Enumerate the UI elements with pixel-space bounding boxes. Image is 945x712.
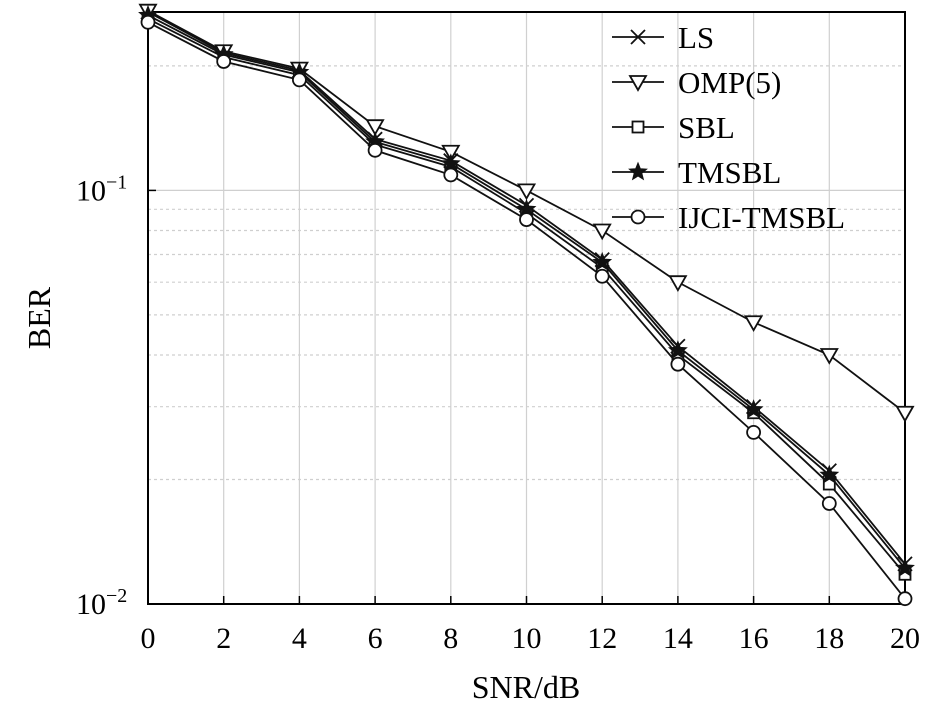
series-ijci-tmsbl: [140, 14, 913, 607]
x-tick-label: 4: [292, 622, 307, 655]
x-tick-label: 12: [587, 622, 617, 655]
data-point-ijci-tmsbl: [519, 212, 534, 228]
data-point-ijci-tmsbl: [897, 591, 913, 607]
legend-marker: [628, 75, 648, 92]
legend-label: LS: [678, 20, 714, 55]
legend-marker: [628, 161, 648, 181]
x-tick-label: 8: [443, 622, 458, 655]
data-point-tmsbl: [743, 399, 764, 419]
x-tick-label: 18: [814, 622, 844, 655]
data-point-ijci-tmsbl: [216, 54, 232, 69]
legend-label: IJCI-TMSBL: [678, 200, 845, 235]
x-tick-label: 20: [890, 622, 920, 655]
data-point-tmsbl: [667, 340, 688, 359]
data-point-omp-5: [516, 183, 537, 201]
data-point-omp-5: [819, 348, 839, 365]
data-point-tmsbl: [819, 464, 840, 484]
data-point-omp-5: [895, 405, 915, 423]
data-point-omp-5: [441, 144, 461, 162]
data-point-tmsbl: [592, 251, 613, 271]
legend-marker: [630, 209, 646, 225]
x-tick-label: 16: [739, 622, 769, 655]
data-point-ijci-tmsbl: [291, 72, 307, 88]
legend-item-tmsbl: TMSBL: [612, 155, 781, 190]
legend-item-sbl: SBL: [612, 110, 735, 145]
y-tick-label: 10−2: [76, 585, 127, 621]
data-point-omp-5: [365, 119, 385, 136]
legend-item-ls: LS: [612, 20, 714, 55]
legend-item-omp-5: OMP(5): [612, 65, 781, 100]
y-axis-label: BER: [21, 286, 57, 349]
x-tick-label: 6: [368, 622, 383, 655]
legend-marker: [631, 120, 645, 134]
data-point-tmsbl: [895, 557, 915, 577]
series-tmsbl: [138, 4, 915, 577]
data-point-ijci-tmsbl: [594, 268, 610, 284]
legend-label: TMSBL: [678, 155, 781, 190]
x-tick-label: 10: [512, 622, 542, 655]
data-point-omp-5: [592, 223, 612, 241]
x-tick-label: 14: [663, 622, 693, 655]
x-axis-ticks: 0 2 4 6 8 10 12 14 16 18 20: [141, 596, 920, 655]
legend-label: OMP(5): [678, 65, 781, 100]
data-point-ijci-tmsbl: [367, 142, 383, 158]
data-point-omp-5: [668, 275, 688, 292]
data-point-tmsbl: [440, 153, 461, 173]
legend-item-ijci-tmsbl: IJCI-TMSBL: [612, 200, 845, 235]
x-tick-label: 2: [216, 622, 231, 655]
y-axis-ticks: 10−1 10−2: [76, 171, 156, 621]
data-point-omp-5: [744, 315, 764, 333]
x-tick-label: 0: [141, 622, 156, 655]
y-tick-label: 10−1: [76, 171, 127, 207]
data-point-ijci-tmsbl: [821, 496, 837, 511]
data-point-ijci-tmsbl: [443, 167, 459, 183]
data-point-ijci-tmsbl: [670, 356, 686, 372]
series: [138, 3, 915, 607]
legend-label: SBL: [678, 110, 735, 145]
data-point-ijci-tmsbl: [746, 424, 761, 440]
x-axis-label: SNR/dB: [472, 669, 580, 705]
legend: LS OMP(5) SBL TMSBL IJCI-TMSBL: [612, 20, 845, 235]
data-point-ijci-tmsbl: [140, 14, 156, 30]
grid: [148, 12, 905, 604]
legend-marker: [630, 29, 646, 45]
